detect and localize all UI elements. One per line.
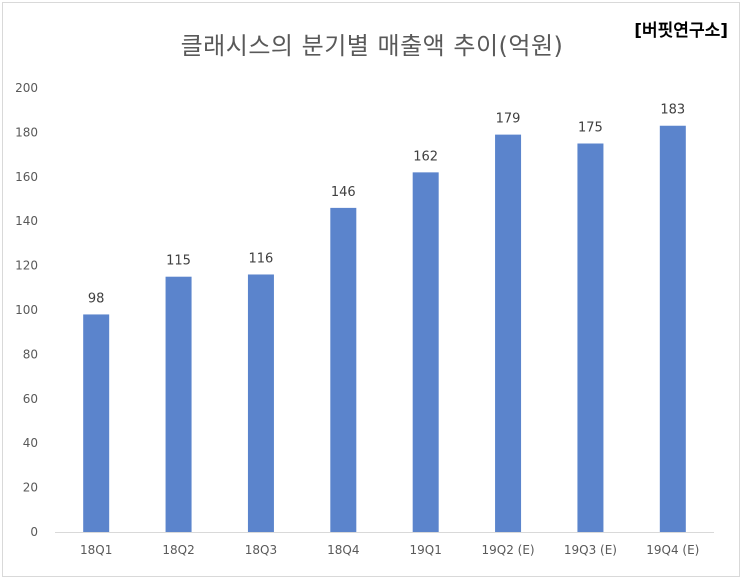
- data-labels: 98 115 116 146 162 179 175 183: [88, 103, 685, 307]
- data-label: 162: [413, 149, 438, 164]
- x-tick-label: 18Q3: [245, 543, 277, 557]
- y-tick-label: 200: [15, 81, 38, 95]
- bar: [495, 134, 522, 532]
- bar: [247, 274, 274, 532]
- x-tick-label: 19Q3 (E): [564, 543, 617, 557]
- bar: [659, 125, 686, 533]
- bar: [165, 276, 192, 532]
- data-label: 175: [578, 121, 603, 136]
- data-label: 183: [660, 103, 685, 118]
- bars: [83, 125, 686, 533]
- x-tick-label: 19Q1: [410, 543, 442, 557]
- y-tick-label: 80: [23, 347, 38, 361]
- bar: [577, 143, 604, 532]
- y-axis-labels: 0 20 40 60 80 100 120 140 160 180 200: [15, 81, 38, 539]
- y-tick-label: 100: [15, 303, 38, 317]
- y-tick-label: 180: [15, 125, 38, 139]
- data-label: 146: [331, 185, 356, 200]
- x-tick-label: 18Q1: [80, 543, 112, 557]
- y-tick-label: 40: [23, 436, 38, 450]
- y-tick-label: 120: [15, 259, 38, 273]
- data-label: 116: [249, 251, 274, 266]
- x-tick-label: 19Q4 (E): [646, 543, 699, 557]
- y-tick-label: 60: [23, 392, 38, 406]
- data-label: 98: [88, 291, 105, 306]
- x-tick-label: 18Q4: [327, 543, 359, 557]
- bar: [330, 207, 357, 532]
- y-tick-label: 20: [23, 481, 38, 495]
- chart-title: 클래시스의 분기별 매출액 추이(억원): [180, 32, 564, 60]
- y-tick-label: 140: [15, 214, 38, 228]
- bar: [83, 314, 110, 532]
- data-label: 115: [166, 254, 191, 269]
- y-tick-label: 0: [30, 525, 38, 539]
- x-tick-label: 19Q2 (E): [482, 543, 535, 557]
- x-axis-labels: 18Q1 18Q2 18Q3 18Q4 19Q1 19Q2 (E) 19Q3 (E) 19Q4…: [80, 543, 699, 557]
- x-tick-label: 18Q2: [162, 543, 194, 557]
- y-tick-label: 160: [15, 170, 38, 184]
- bar: [412, 172, 439, 533]
- source-label: [버핏연구소]: [634, 21, 728, 41]
- data-label: 179: [496, 112, 521, 127]
